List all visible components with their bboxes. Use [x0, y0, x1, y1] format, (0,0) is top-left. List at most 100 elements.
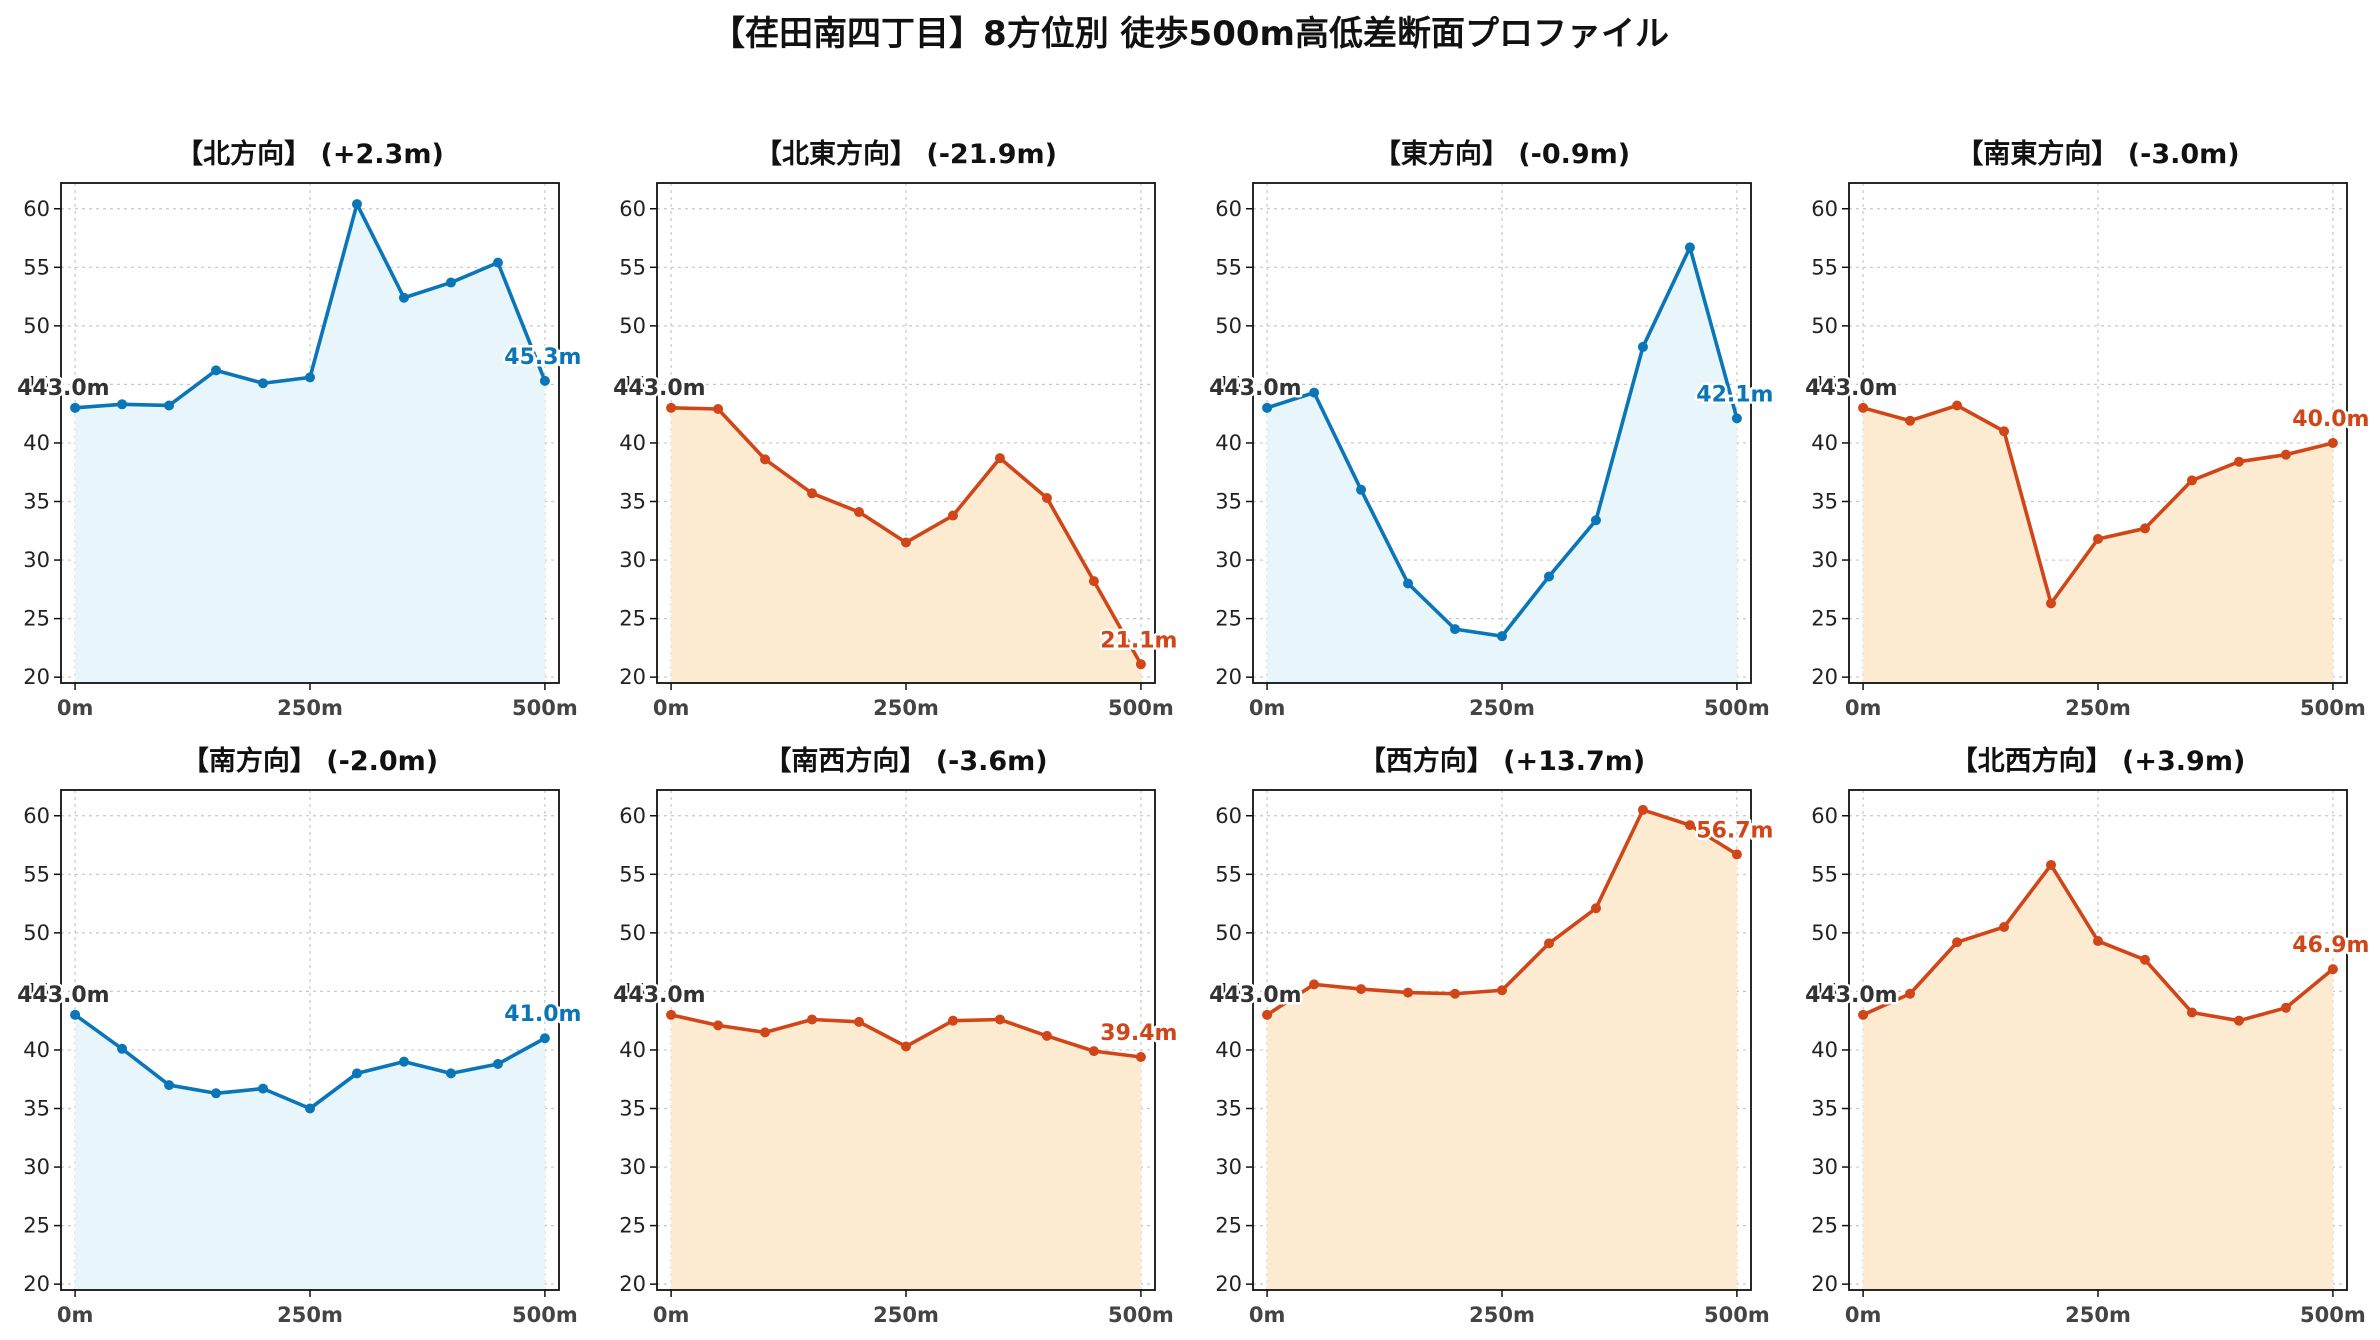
- data-point: [2093, 533, 2103, 544]
- y-tick-label: 50: [1811, 921, 1838, 945]
- data-point: [713, 403, 724, 414]
- x-tick-label: 250m: [2065, 1303, 2131, 1327]
- y-tick-label: 45: [1215, 372, 1242, 396]
- data-point: [2186, 1007, 2197, 1018]
- data-point: [1731, 413, 1742, 424]
- profile-panel: 【北西方向】 (+3.9m) 20 25 30 35 40 45 50 55 60 0m 250m 50…: [1803, 745, 2372, 1327]
- data-point: [1088, 576, 1099, 587]
- y-tick-label: 55: [619, 255, 646, 279]
- y-tick-label: 20: [619, 665, 646, 689]
- y-tick-label: 20: [619, 1272, 646, 1296]
- data-point: [117, 399, 128, 410]
- data-point: [2233, 1015, 2244, 1026]
- data-point: [1590, 515, 1601, 526]
- data-point: [666, 1009, 677, 1020]
- data-point: [1262, 1009, 1273, 1020]
- y-tick-label: 35: [1811, 490, 1838, 514]
- y-tick-label: 20: [23, 665, 50, 689]
- profile-panel: 【西方向】 (+13.7m) 20 25 30 35 40 45 50 55 60 0m 250m 50…: [1207, 745, 1776, 1327]
- x-tick-label: 250m: [1469, 1303, 1535, 1327]
- panel-title: 【北西方向】 (+3.9m): [1951, 745, 2246, 777]
- x-tick-label: 500m: [512, 1303, 578, 1327]
- end-elevation-label: 39.4m: [1100, 1021, 1177, 1046]
- data-point: [1731, 849, 1742, 860]
- y-tick-label: 55: [1811, 255, 1838, 279]
- y-tick-label: 45: [619, 979, 646, 1003]
- data-point: [164, 400, 175, 411]
- start-elevation-label: 443.0m: [17, 376, 110, 401]
- elevation-area: [1863, 864, 2333, 1290]
- data-point: [1905, 415, 1916, 426]
- y-tick-label: 35: [1811, 1097, 1838, 1121]
- x-tick-label: 250m: [1469, 696, 1535, 720]
- panel-title: 【南西方向】 (-3.6m): [764, 745, 1047, 777]
- end-elevation-label: 42.1m: [1696, 382, 1773, 407]
- data-point: [164, 1080, 175, 1091]
- y-tick-label: 55: [23, 255, 50, 279]
- profile-panel: 【北方向】 (+2.3m) 20 25 30 35 40 45 50 55 60 0m 250m 500…: [15, 138, 584, 720]
- data-point: [2093, 936, 2103, 947]
- y-tick-label: 30: [23, 548, 50, 572]
- y-tick-label: 40: [1215, 1038, 1242, 1062]
- data-point: [1450, 624, 1461, 635]
- y-tick-label: 50: [1215, 921, 1242, 945]
- y-tick-label: 30: [1811, 548, 1838, 572]
- data-point: [807, 488, 818, 499]
- data-point: [1088, 1046, 1099, 1057]
- data-point: [70, 1009, 81, 1020]
- x-tick-label: 0m: [653, 1303, 690, 1327]
- data-point: [1590, 903, 1601, 914]
- data-point: [2233, 456, 2244, 467]
- x-tick-label: 250m: [873, 696, 939, 720]
- data-point: [2046, 859, 2057, 870]
- y-tick-label: 25: [1811, 1214, 1838, 1238]
- data-point: [901, 537, 911, 548]
- profile-panel: 【東方向】 (-0.9m) 20 25 30 35 40 45 50 55 60 0m 250m 500…: [1207, 138, 1776, 720]
- data-point: [1999, 922, 2010, 933]
- y-tick-label: 20: [1215, 665, 1242, 689]
- data-point: [398, 292, 409, 303]
- data-point: [305, 1103, 315, 1114]
- data-point: [258, 378, 269, 389]
- y-tick-label: 55: [1811, 862, 1838, 886]
- data-point: [666, 402, 677, 413]
- y-tick-label: 30: [1811, 1155, 1838, 1179]
- y-tick-label: 50: [1215, 314, 1242, 338]
- y-tick-label: 45: [1811, 372, 1838, 396]
- y-tick-label: 30: [619, 1155, 646, 1179]
- elevation-area: [75, 1014, 545, 1290]
- data-point: [1905, 988, 1916, 999]
- y-tick-label: 35: [23, 490, 50, 514]
- start-elevation-label: 443.0m: [1805, 983, 1898, 1008]
- y-tick-label: 50: [619, 921, 646, 945]
- y-tick-label: 20: [1811, 1272, 1838, 1296]
- data-point: [351, 1068, 362, 1079]
- y-tick-label: 50: [619, 314, 646, 338]
- data-point: [1135, 1051, 1146, 1062]
- data-point: [2280, 1002, 2291, 1013]
- start-elevation-label: 443.0m: [1209, 983, 1302, 1008]
- y-tick-label: 40: [1811, 1038, 1838, 1062]
- profile-panel: 【南西方向】 (-3.6m) 20 25 30 35 40 45 50 55 60 0m 250m 50…: [611, 745, 1180, 1327]
- y-tick-label: 55: [619, 862, 646, 886]
- x-tick-label: 500m: [1704, 696, 1770, 720]
- data-point: [211, 1088, 222, 1099]
- panel-title: 【東方向】 (-0.9m): [1374, 138, 1630, 170]
- data-point: [2327, 437, 2338, 448]
- data-point: [1135, 659, 1146, 670]
- data-point: [1543, 571, 1554, 582]
- data-point: [994, 1014, 1005, 1025]
- elevation-area: [1267, 809, 1737, 1290]
- data-point: [117, 1043, 128, 1054]
- data-point: [351, 199, 362, 210]
- data-point: [1041, 1030, 1052, 1041]
- x-tick-label: 0m: [57, 1303, 94, 1327]
- y-tick-label: 25: [1811, 607, 1838, 631]
- x-tick-label: 250m: [277, 696, 343, 720]
- x-tick-label: 0m: [1845, 696, 1882, 720]
- y-tick-label: 45: [619, 372, 646, 396]
- panel-title: 【西方向】 (+13.7m): [1359, 745, 1645, 777]
- y-tick-label: 35: [619, 1097, 646, 1121]
- data-point: [713, 1020, 724, 1031]
- y-tick-label: 55: [23, 862, 50, 886]
